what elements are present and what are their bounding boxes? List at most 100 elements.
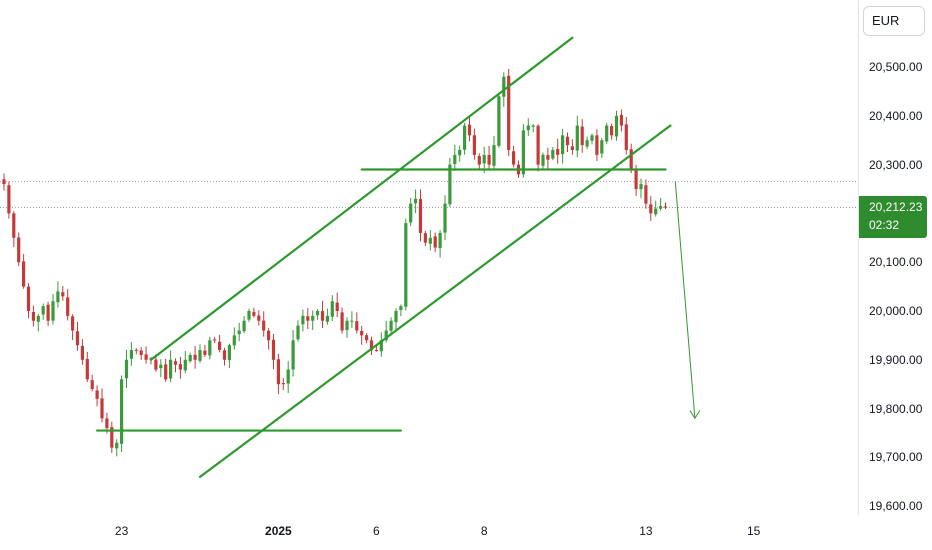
candle-body — [360, 330, 364, 336]
price-axis: EUR 20,500.0020,400.0020,300.0020,200.00… — [858, 0, 932, 515]
candle — [654, 200, 658, 217]
candle-body — [605, 125, 609, 142]
candle — [614, 110, 619, 141]
candle — [262, 311, 266, 337]
candle-body — [281, 383, 285, 385]
candle — [340, 307, 344, 334]
candle-body — [487, 154, 491, 165]
candle — [507, 68, 511, 157]
candle — [46, 301, 50, 326]
candle-body — [619, 114, 623, 126]
candle — [301, 309, 305, 332]
candle-body — [467, 124, 472, 136]
candle-body — [262, 320, 266, 331]
candle — [169, 350, 173, 383]
candle — [276, 353, 280, 395]
candle-body — [17, 237, 21, 263]
candle — [198, 344, 202, 363]
candle-body — [355, 321, 359, 331]
candle-body — [139, 350, 143, 355]
candle-body — [546, 155, 550, 160]
candle — [12, 211, 16, 247]
candle — [100, 388, 104, 423]
candle-body — [2, 179, 6, 185]
price-tick-label: 20,500.00 — [869, 60, 923, 74]
candle-body — [227, 345, 231, 361]
candle-body — [242, 320, 246, 332]
candle — [227, 343, 231, 369]
candle — [458, 145, 462, 162]
candle-body — [178, 364, 182, 370]
time-tick-label: 15 — [747, 524, 761, 538]
candle-body — [644, 185, 648, 204]
price-tick-label: 19,900.00 — [869, 352, 923, 367]
candle-body — [183, 359, 187, 371]
candle-body — [66, 297, 70, 316]
candle-body — [428, 237, 432, 244]
candle-body — [316, 311, 320, 316]
price-tick-label: 19,700.00 — [869, 450, 923, 465]
candle — [467, 116, 472, 142]
candle-body — [634, 168, 638, 189]
candle — [213, 336, 217, 344]
time-tick-label: 2025 — [265, 524, 292, 538]
candle-body — [286, 369, 290, 384]
price-tick-label: 19,600.00 — [869, 499, 923, 514]
candle-body — [472, 135, 476, 155]
candle-body — [95, 390, 99, 399]
candle — [472, 128, 476, 160]
candle — [556, 138, 560, 164]
candle-body — [365, 335, 369, 341]
candle — [247, 308, 251, 322]
candle — [71, 314, 75, 341]
candle — [188, 352, 192, 363]
last-price-badge: 20,212.23 02:32 — [859, 196, 927, 238]
time-axis: 23 2025 6 8 13 15 — [0, 515, 858, 550]
candle-body — [463, 125, 467, 150]
candle-body — [291, 340, 295, 370]
candle — [61, 285, 65, 301]
candle-body — [526, 125, 530, 131]
candle-body — [629, 149, 633, 170]
candle — [90, 374, 94, 392]
candle-body — [237, 330, 241, 335]
candle — [624, 117, 628, 155]
candle-body — [144, 354, 148, 360]
candle-body — [90, 380, 94, 390]
candle — [644, 179, 648, 209]
candle-body — [580, 126, 584, 146]
candle — [237, 322, 241, 342]
candle — [605, 122, 609, 145]
candle-body — [80, 345, 84, 360]
candle — [639, 178, 643, 199]
candle-body — [271, 339, 276, 360]
candle — [124, 349, 129, 388]
candle — [129, 342, 133, 366]
candle-body — [247, 311, 251, 320]
projection-arrow-head — [689, 410, 701, 420]
candle-body — [521, 130, 525, 175]
price-chart[interactable] — [0, 0, 858, 515]
candle-body — [85, 359, 89, 380]
candle — [600, 137, 604, 159]
candle — [110, 421, 114, 453]
candle-body — [556, 148, 560, 155]
candle-body — [369, 340, 374, 351]
channel-lower — [198, 124, 672, 479]
candle — [497, 92, 501, 148]
candle — [330, 295, 334, 321]
candle-body — [41, 306, 45, 315]
candle — [531, 124, 535, 133]
currency-selector[interactable]: EUR — [863, 6, 925, 36]
bar-countdown: 02:32 — [869, 218, 900, 232]
candle — [512, 145, 516, 168]
candle — [659, 197, 663, 211]
candle — [409, 197, 413, 226]
candle — [2, 173, 6, 191]
candle — [159, 359, 163, 378]
price-tick-label: 20,000.00 — [869, 304, 923, 318]
channel-upper — [149, 36, 574, 361]
candle — [203, 344, 207, 357]
last-price-value: 20,212.23 — [869, 200, 923, 214]
candle-body — [213, 339, 217, 341]
